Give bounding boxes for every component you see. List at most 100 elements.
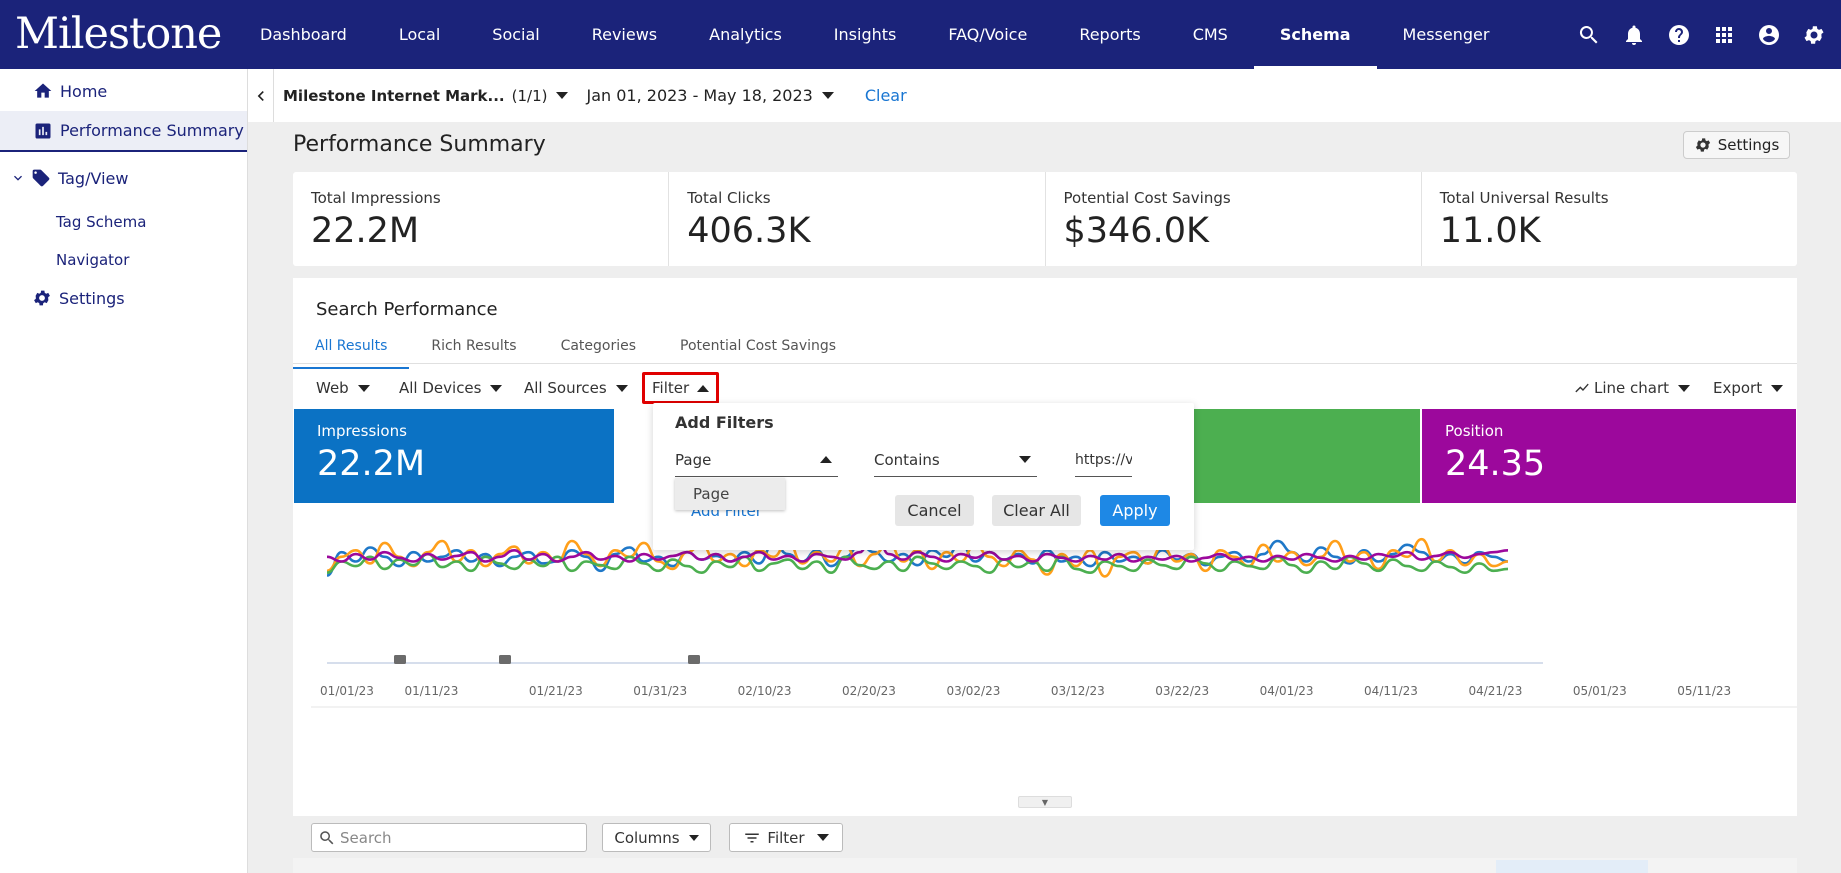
tab-potential-cost-savings[interactable]: Potential Cost Savings bbox=[680, 338, 837, 354]
export-dropdown[interactable]: Export bbox=[1713, 369, 1784, 407]
x-tick-label: 02/10/23 bbox=[738, 684, 792, 698]
caret-down-icon bbox=[1019, 456, 1031, 463]
milestone-logo[interactable]: Milestone bbox=[15, 9, 222, 59]
x-tick-label: 04/21/23 bbox=[1468, 684, 1522, 698]
filter-operator-select[interactable]: Contains bbox=[874, 443, 1037, 477]
x-tick-label: 01/21/23 bbox=[529, 684, 583, 698]
annotation-marker bbox=[688, 655, 700, 664]
nav-item-dashboard[interactable]: Dashboard bbox=[260, 25, 347, 44]
settings-label: Settings bbox=[1717, 136, 1780, 154]
sidebar-item-home[interactable]: Home bbox=[0, 77, 247, 105]
line-chart-icon bbox=[1575, 383, 1589, 393]
popup-title: Add Filters bbox=[675, 413, 774, 432]
caret-down-icon bbox=[615, 384, 628, 392]
nav-item-social[interactable]: Social bbox=[492, 25, 540, 44]
series-line-0 bbox=[326, 539, 1509, 577]
caret-down-icon bbox=[1678, 384, 1691, 392]
caret-down-icon bbox=[357, 384, 370, 392]
stat-value: $346.0K bbox=[1063, 211, 1209, 251]
tag-icon bbox=[30, 167, 52, 189]
page-settings-button[interactable]: Settings bbox=[1683, 131, 1790, 159]
context-bar: Milestone Internet Mark... (1/1) Jan 01,… bbox=[274, 69, 1841, 122]
chart-expand-handle[interactable]: ▼ bbox=[1018, 796, 1072, 808]
caret-up-icon bbox=[697, 384, 710, 392]
account-icon[interactable] bbox=[1753, 19, 1784, 50]
nav-item-schema[interactable]: Schema bbox=[1253, 0, 1377, 69]
sidebar-item-tag-view[interactable]: Tag/View bbox=[0, 161, 247, 195]
filter-field-select[interactable]: Page bbox=[675, 443, 838, 477]
nav-item-messenger[interactable]: Messenger bbox=[1402, 25, 1490, 44]
nav-item-reviews[interactable]: Reviews bbox=[591, 25, 658, 44]
apps-grid-icon[interactable] bbox=[1708, 19, 1739, 50]
x-tick-label: 03/12/23 bbox=[1051, 684, 1105, 698]
metric-card-impressions[interactable]: Impressions 22.2M bbox=[294, 409, 614, 503]
nav-item-cms[interactable]: CMS bbox=[1192, 25, 1228, 44]
table-header-strip bbox=[293, 858, 1797, 873]
caret-down-icon bbox=[490, 384, 503, 392]
tab-rich-results[interactable]: Rich Results bbox=[431, 338, 517, 354]
metric-label: Impressions bbox=[317, 422, 407, 440]
add-filters-popup: Add Filters Page Contains https://v Add … bbox=[653, 403, 1194, 550]
sidebar-item-settings[interactable]: Settings bbox=[0, 284, 247, 312]
x-tick-label: 01/31/23 bbox=[633, 684, 687, 698]
search-icon[interactable] bbox=[1573, 19, 1604, 50]
tab-all-results[interactable]: All Results bbox=[293, 334, 410, 369]
filter-field-option-page[interactable]: Page bbox=[675, 478, 785, 510]
top-icons bbox=[1573, 0, 1829, 69]
sources-dropdown[interactable]: All Sources bbox=[524, 369, 628, 407]
x-tick-label: 01/11/23 bbox=[404, 684, 458, 698]
x-tick-label: 03/02/23 bbox=[946, 684, 1000, 698]
annotation-marker bbox=[499, 655, 511, 664]
nav-item-faq-voice[interactable]: FAQ/Voice bbox=[948, 25, 1028, 44]
devices-dropdown[interactable]: All Devices bbox=[399, 369, 503, 407]
cancel-button[interactable]: Cancel bbox=[895, 495, 974, 526]
collapse-sidebar-button[interactable] bbox=[248, 69, 274, 122]
clear-context-link[interactable]: Clear bbox=[864, 86, 907, 105]
chevron-left-icon bbox=[257, 90, 264, 101]
apply-button[interactable]: Apply bbox=[1100, 495, 1170, 526]
metric-card-ctr[interactable] bbox=[1193, 409, 1420, 503]
nav-item-local[interactable]: Local bbox=[398, 25, 441, 44]
clear-all-button[interactable]: Clear All bbox=[992, 495, 1081, 526]
table-filter-dropdown[interactable]: Filter bbox=[729, 823, 843, 852]
nav-item-reports[interactable]: Reports bbox=[1079, 25, 1141, 44]
series-line-2 bbox=[326, 552, 1509, 575]
metric-card-position[interactable]: Position 24.35 bbox=[1422, 409, 1796, 503]
gear-icon[interactable] bbox=[1798, 19, 1829, 50]
sidebar-item-tag-schema[interactable]: Tag Schema bbox=[0, 209, 247, 235]
web-dropdown[interactable]: Web bbox=[316, 369, 370, 407]
top-navbar: Milestone Dashboard Local Social Reviews Ana… bbox=[0, 0, 1841, 69]
nav-item-insights[interactable]: Insights bbox=[833, 25, 897, 44]
filter-dropdown[interactable]: Filter bbox=[642, 372, 720, 404]
account-dropdown-caret[interactable] bbox=[556, 92, 569, 99]
sidebar-item-navigator[interactable]: Navigator bbox=[0, 247, 247, 273]
sidebar: Home Performance Summary Tag/View Tag Sc… bbox=[0, 69, 248, 873]
account-selector[interactable]: Milestone Internet Mark... bbox=[283, 86, 505, 105]
columns-dropdown[interactable]: Columns bbox=[602, 823, 711, 852]
x-tick-label: 02/20/23 bbox=[842, 684, 896, 698]
sidebar-item-label: Performance Summary bbox=[60, 121, 244, 140]
table-search-input[interactable]: Search bbox=[311, 823, 587, 852]
date-range-selector[interactable]: Jan 01, 2023 - May 18, 2023 bbox=[586, 86, 813, 105]
x-tick-label: 05/01/23 bbox=[1573, 684, 1627, 698]
caret-up-icon bbox=[820, 456, 832, 463]
caret-down-icon bbox=[816, 834, 829, 841]
chart-type-dropdown[interactable]: Line chart bbox=[1574, 369, 1691, 407]
series-line-3 bbox=[326, 522, 1509, 563]
tab-categories[interactable]: Categories bbox=[560, 338, 637, 354]
date-range-caret[interactable] bbox=[821, 92, 834, 99]
bell-icon[interactable] bbox=[1618, 19, 1649, 50]
search-performance-panel: Search Performance All Results Rich Resu… bbox=[293, 278, 1797, 816]
sidebar-item-label: Home bbox=[60, 81, 108, 101]
sidebar-item-label: Navigator bbox=[56, 251, 130, 269]
x-tick-label: 04/11/23 bbox=[1364, 684, 1418, 698]
x-tick-label: 03/22/23 bbox=[1155, 684, 1209, 698]
help-icon[interactable] bbox=[1663, 19, 1694, 50]
filter-value-input[interactable]: https://v bbox=[1075, 443, 1132, 477]
sidebar-item-performance-summary[interactable]: Performance Summary bbox=[0, 111, 247, 152]
sidebar-item-label: Settings bbox=[59, 288, 125, 308]
chevron-down-icon[interactable] bbox=[10, 170, 26, 186]
search-icon bbox=[320, 830, 334, 844]
nav-item-analytics[interactable]: Analytics bbox=[709, 25, 782, 44]
stat-cards: Total Impressions 22.2M Total Clicks 406… bbox=[293, 172, 1797, 266]
